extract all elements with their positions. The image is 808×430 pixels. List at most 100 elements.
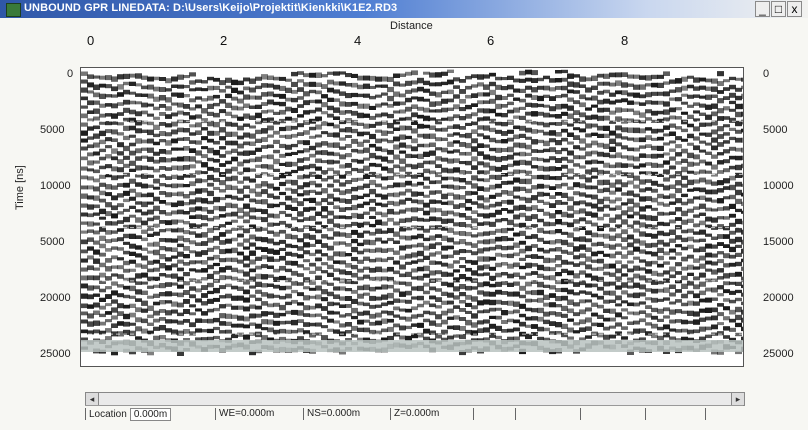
radargram-reflection: [99, 139, 106, 145]
radargram-reflection: [303, 286, 310, 290]
radargram-reflection: [555, 331, 562, 335]
radargram-reflection: [453, 212, 460, 217]
radargram-reflection: [561, 69, 568, 74]
radargram-reflection: [171, 165, 178, 170]
radargram-reflection: [567, 89, 574, 94]
radargram-reflection: [111, 315, 118, 320]
radargram-reflection: [423, 71, 430, 75]
radargram-reflection: [363, 113, 370, 118]
radargram-reflection: [597, 160, 604, 164]
scroll-right-arrow[interactable]: ▸: [731, 393, 744, 405]
radargram-reflection: [555, 122, 562, 126]
radargram-reflection: [345, 163, 352, 168]
radargram-reflection: [669, 319, 676, 324]
radargram-reflection: [711, 181, 718, 186]
radargram-reflection: [717, 207, 724, 211]
radargram-reflection: [405, 125, 412, 131]
radargram-reflection: [429, 199, 436, 204]
radargram-reflection: [321, 178, 328, 182]
radargram-reflection: [351, 315, 358, 320]
radargram-reflection: [723, 244, 730, 248]
radargram-reflection: [441, 271, 448, 277]
radargram-reflection: [261, 128, 268, 134]
radargram-reflection: [255, 273, 262, 280]
horizontal-scrollbar[interactable]: ◂ ▸: [85, 392, 745, 406]
radargram-reflection: [627, 108, 634, 112]
radargram-reflection: [99, 165, 106, 170]
radargram-reflection: [327, 318, 334, 323]
radargram-reflection: [735, 306, 742, 313]
radargram-reflection: [651, 260, 658, 265]
radargram-reflection: [297, 193, 304, 197]
radargram-reflection: [615, 214, 622, 220]
radargram-reflection: [93, 84, 100, 90]
radargram-reflection: [351, 92, 358, 98]
status-sep-4: [645, 408, 650, 420]
radargram-reflection: [165, 282, 172, 287]
radargram-reflection: [423, 290, 430, 295]
radargram-reflection: [111, 166, 118, 172]
radargram-reflection: [81, 221, 88, 225]
radargram-reflection: [717, 293, 724, 297]
radargram-reflection: [105, 239, 112, 244]
radargram-reflection: [531, 185, 538, 190]
radargram-reflection: [99, 93, 106, 99]
radargram-reflection: [687, 161, 694, 167]
close-button[interactable]: x: [787, 1, 802, 17]
radargram-reflection: [99, 103, 106, 108]
radargram-reflection: [693, 258, 700, 263]
radargram-reflection: [321, 253, 328, 257]
radargram-plot[interactable]: [80, 67, 744, 367]
radargram-reflection: [705, 243, 712, 249]
radargram-reflection: [381, 248, 388, 253]
radargram-reflection: [591, 123, 598, 128]
maximize-button[interactable]: □: [771, 1, 786, 17]
radargram-reflection: [603, 107, 610, 112]
radargram-reflection: [585, 177, 592, 183]
radargram-reflection: [219, 249, 226, 255]
radargram-reflection: [453, 315, 460, 320]
radargram-reflection: [117, 167, 124, 173]
radargram-reflection: [687, 320, 694, 324]
radargram-reflection: [555, 280, 562, 285]
radargram-reflection: [243, 194, 250, 199]
radargram-reflection: [129, 150, 136, 156]
radargram-reflection: [549, 87, 556, 92]
radargram-reflection: [411, 70, 418, 76]
radargram-reflection: [195, 337, 202, 341]
scroll-left-arrow[interactable]: ◂: [86, 393, 99, 405]
radargram-reflection: [291, 252, 298, 257]
radargram-reflection: [465, 94, 472, 99]
radargram-reflection: [567, 176, 574, 180]
radargram-reflection: [183, 272, 190, 277]
radargram-reflection: [585, 123, 592, 129]
radargram-reflection: [87, 246, 94, 251]
radargram-reflection: [81, 283, 88, 289]
radargram-reflection: [663, 185, 670, 191]
radargram-reflection: [375, 193, 382, 198]
radargram-reflection: [249, 313, 256, 319]
radargram-reflection: [735, 77, 742, 81]
radargram-reflection: [255, 305, 262, 310]
radargram-reflection: [105, 202, 112, 208]
radargram-reflection: [513, 186, 520, 192]
radargram-reflection: [441, 157, 448, 162]
radargram-reflection: [267, 173, 274, 177]
radargram-reflection: [447, 176, 454, 180]
radargram-reflection: [207, 308, 214, 313]
radargram-reflection: [543, 337, 550, 341]
radargram-reflection: [543, 311, 550, 317]
radargram-reflection: [387, 227, 394, 234]
radargram-reflection: [291, 143, 298, 148]
radargram-reflection: [507, 109, 514, 114]
radargram-reflection: [219, 295, 226, 299]
radargram-reflection: [291, 260, 298, 266]
radargram-reflection: [279, 275, 286, 281]
radargram-reflection: [273, 76, 280, 81]
radargram-reflection: [447, 125, 454, 129]
radargram-reflection: [183, 174, 190, 178]
minimize-button[interactable]: _: [755, 1, 770, 17]
radargram-reflection: [591, 212, 598, 218]
title-bar[interactable]: UNBOUND GPR LINEDATA: D:\Users\Keijo\Pro…: [0, 0, 808, 18]
radargram-reflection: [363, 302, 370, 307]
